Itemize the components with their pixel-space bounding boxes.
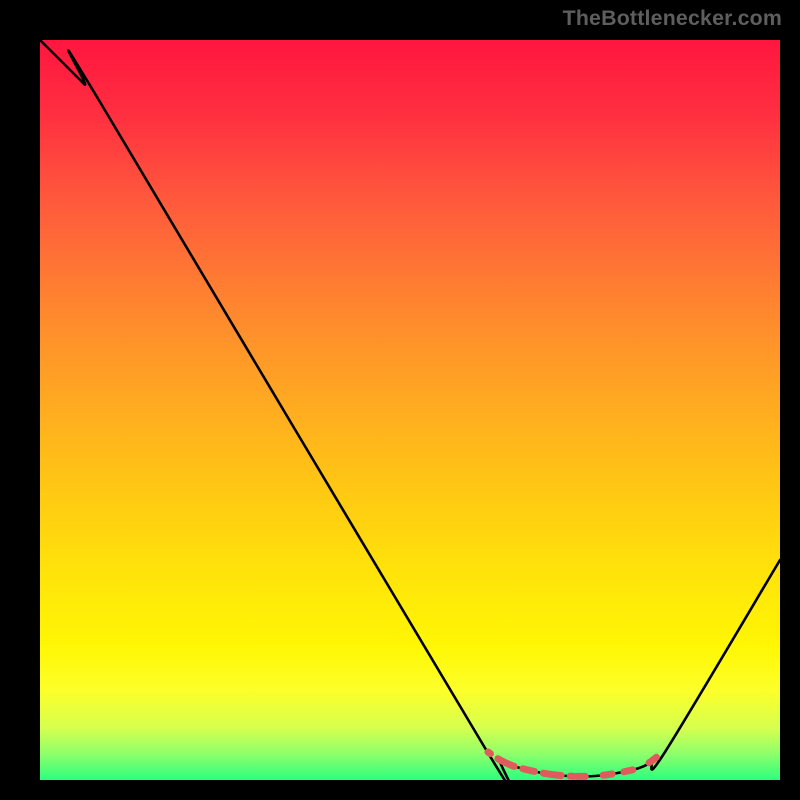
attribution-text: TheBottlenecker.com	[563, 6, 782, 31]
plot-area	[40, 40, 780, 780]
chart-frame: TheBottlenecker.com	[0, 0, 800, 800]
plot-svg	[40, 40, 780, 780]
gradient-background	[40, 40, 780, 780]
